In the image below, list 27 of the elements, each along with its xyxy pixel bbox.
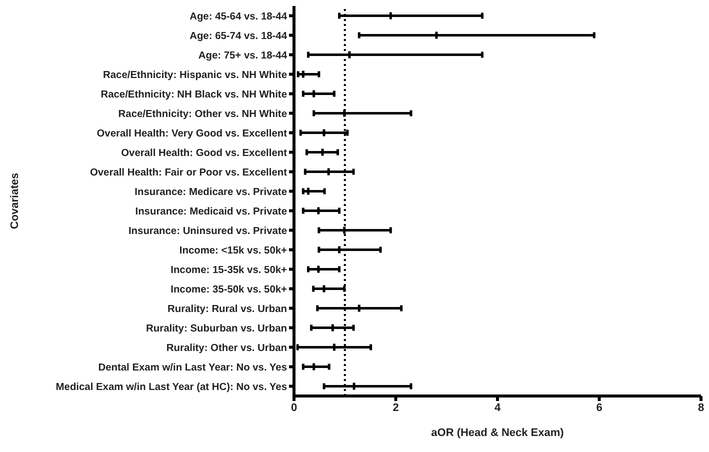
y-tick-label: Rurality: Suburban vs. Urban: [146, 323, 287, 334]
y-tick-label: Rurality: Rural vs. Urban: [168, 304, 287, 315]
y-tick-label: Income: 35-50k vs. 50k+: [170, 284, 288, 296]
x-tick-label: 4: [494, 402, 502, 414]
y-tick-label: Age: 45-64 vs. 18-44: [190, 11, 288, 22]
y-tick-label: Medical Exam w/in Last Year (at HC): No vs. Yes: [56, 382, 288, 393]
y-tick-label: Income: 15-35k vs. 50k+: [170, 264, 288, 276]
y-tick-label: Race/Ethnicity: NH Black vs. NH White: [100, 89, 288, 100]
x-tick-label: 8: [698, 402, 704, 414]
y-tick-label: Race/Ethnicity: Hispanic vs. NH White: [103, 70, 288, 81]
x-tick-label: 6: [596, 402, 602, 414]
x-tick-label: 0: [290, 402, 298, 414]
x-axis-title: aOR (Head & Neck Exam): [431, 427, 564, 439]
y-tick-label: Race/Ethnicity: Other vs. NH White: [118, 108, 288, 120]
y-tick-label: Insurance: Medicare vs. Private: [134, 186, 288, 198]
y-tick-label: Age: 65-74 vs. 18-44: [190, 30, 288, 42]
x-tick-label: 2: [392, 402, 399, 414]
y-tick-label: Insurance: Medicaid vs. Private: [135, 206, 288, 218]
y-tick-label: Rurality: Other vs. Urban: [166, 342, 287, 354]
y-tick-label: Dental Exam w/in Last Year: No vs. Yes: [98, 362, 288, 374]
y-tick-label: Overall Health: Good vs. Excellent: [121, 148, 288, 159]
y-tick-label: Income: <15k vs. 50k+: [179, 245, 288, 256]
y-tick-label: Age: 75+ vs. 18-44: [198, 50, 288, 62]
y-tick-label: Overall Health: Very Good vs. Excellent: [96, 128, 288, 140]
y-tick-label: Overall Health: Fair or Poor vs. Excellent: [90, 167, 288, 178]
y-tick-label: Insurance: Uninsured vs. Private: [128, 226, 288, 237]
y-axis-title: Covariates: [8, 172, 21, 230]
